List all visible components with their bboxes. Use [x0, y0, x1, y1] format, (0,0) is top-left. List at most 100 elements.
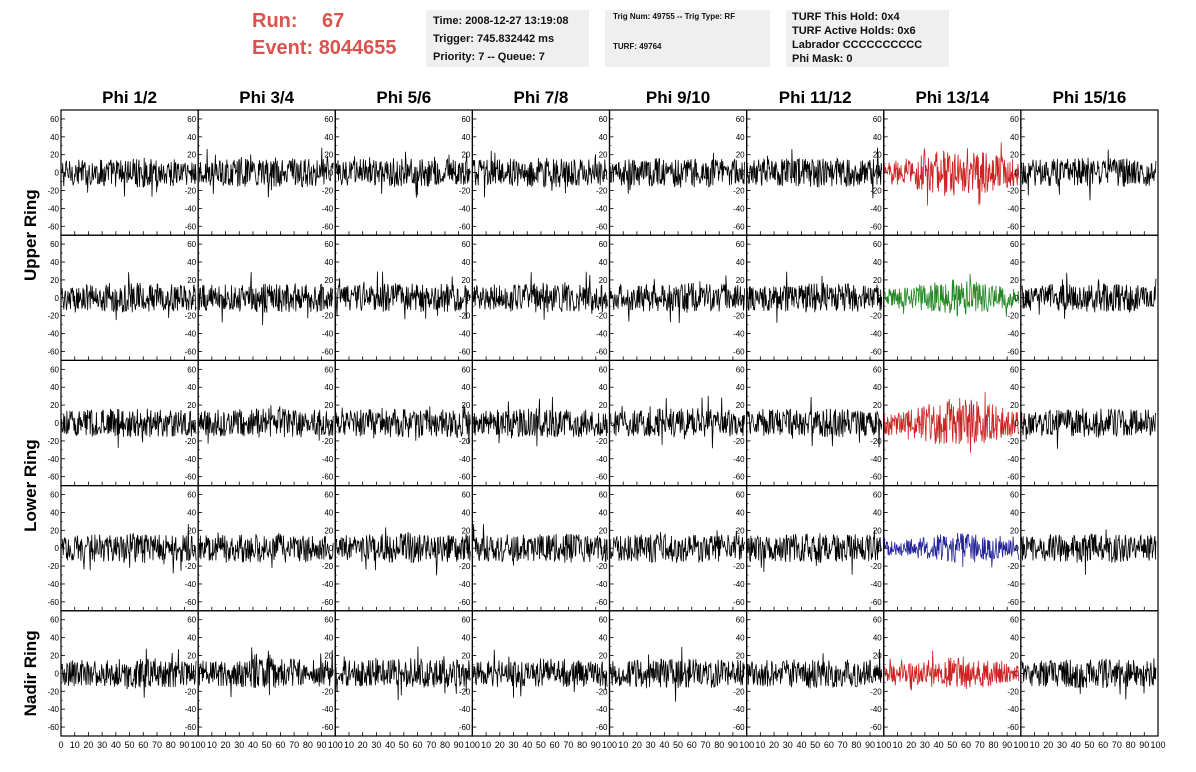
x-tick-label: 70: [1112, 740, 1122, 750]
y-tick-label: -20: [870, 312, 882, 321]
y-tick-label: 0: [877, 169, 882, 178]
y-tick-label: -20: [1007, 186, 1019, 195]
y-tick-label: -60: [870, 222, 882, 231]
priority-text: Priority: 7 -- Queue: 7: [433, 51, 545, 63]
x-tick-label: 40: [796, 740, 806, 750]
y-tick-label: -20: [322, 186, 334, 195]
y-tick-label: 20: [1010, 151, 1019, 160]
y-tick-label: 40: [187, 508, 196, 517]
x-tick-label: 10: [481, 740, 491, 750]
x-tick-label: 20: [358, 740, 368, 750]
y-tick-label: 60: [1010, 616, 1019, 625]
y-tick-label: 20: [50, 401, 59, 410]
y-tick-label: -40: [185, 705, 197, 714]
y-tick-label: -40: [322, 330, 334, 339]
y-tick-label: 60: [187, 365, 196, 374]
y-tick-label: -20: [185, 437, 197, 446]
y-tick-label: -40: [1007, 705, 1019, 714]
x-tick-label: 20: [83, 740, 93, 750]
y-tick-label: -20: [1007, 312, 1019, 321]
x-tick-label: 20: [495, 740, 505, 750]
x-tick-label: 70: [975, 740, 985, 750]
waveform-trace: [61, 272, 197, 321]
x-tick-label: 90: [454, 740, 464, 750]
waveform-panel: -60 -40 -20 0 20 40 60: [322, 610, 473, 737]
y-tick-label: -40: [459, 204, 471, 213]
y-tick-label: 60: [736, 616, 745, 625]
y-tick-label: 40: [324, 258, 333, 267]
y-tick-label: -60: [459, 347, 471, 356]
x-tick-label: 50: [947, 740, 957, 750]
y-tick-label: -20: [459, 312, 471, 321]
y-tick-label: 0: [877, 294, 882, 303]
y-tick-label: 60: [50, 240, 59, 249]
y-tick-label: -20: [1007, 437, 1019, 446]
y-tick-label: 0: [603, 669, 608, 678]
x-tick-label: 100: [1013, 740, 1028, 750]
waveform-panel: -60 -40 -20 0 20 40 60: [459, 234, 611, 361]
x-tick-label: 60: [413, 740, 423, 750]
y-tick-label: 20: [873, 151, 882, 160]
labrador-text: Labrador CCCCCCCCCC: [792, 39, 923, 51]
y-tick-label: 0: [192, 169, 197, 178]
y-tick-label: 40: [187, 133, 196, 142]
waveform-trace: [609, 530, 745, 564]
y-tick-label: 0: [55, 544, 60, 553]
y-tick-label: -20: [596, 437, 608, 446]
y-tick-label: 20: [873, 276, 882, 285]
y-tick-label: -60: [322, 723, 334, 732]
y-tick-label: 20: [324, 276, 333, 285]
y-tick-label: 40: [324, 383, 333, 392]
y-tick-label: -60: [459, 598, 471, 607]
y-tick-label: 0: [1014, 669, 1019, 678]
x-tick-label: 30: [646, 740, 656, 750]
x-tick-label: 10: [618, 740, 628, 750]
x-tick-label: 20: [221, 740, 231, 750]
y-tick-label: -20: [47, 186, 59, 195]
y-tick-label: 0: [603, 419, 608, 428]
waveform-trace: [609, 275, 745, 324]
trig-num-text: Trig Num: 49755 -- Trig Type: RF: [613, 12, 736, 21]
column-title: Phi 9/10: [646, 88, 710, 107]
turf-this-hold-text: TURF This Hold: 0x4: [792, 11, 900, 23]
y-tick-label: 20: [50, 276, 59, 285]
y-tick-label: -60: [47, 473, 59, 482]
time-info-box: Time: 2008-12-27 13:19:08 Trigger: 745.8…: [426, 10, 589, 67]
x-tick-label: 40: [522, 740, 532, 750]
y-tick-label: 0: [740, 294, 745, 303]
y-tick-label: 0: [740, 419, 745, 428]
y-tick-label: 60: [50, 115, 59, 124]
waveform-panel: -60 -40 -20 0 20 40 60: [870, 109, 1022, 236]
y-tick-label: 0: [740, 169, 745, 178]
y-tick-label: 20: [324, 526, 333, 535]
y-tick-label: 60: [324, 491, 333, 500]
waveform-panel: -60 -40 -20 0 20 40 60: [596, 234, 748, 361]
y-tick-label: 60: [1010, 115, 1019, 124]
column-title: Phi 7/8: [514, 88, 569, 107]
y-tick-label: -40: [870, 705, 882, 714]
y-tick-label: -40: [596, 455, 608, 464]
x-tick-label: 30: [371, 740, 381, 750]
column-title: Phi 1/2: [102, 88, 157, 107]
x-tick-label: 10: [70, 740, 80, 750]
y-tick-label: -20: [47, 437, 59, 446]
y-tick-label: 40: [1010, 383, 1019, 392]
y-tick-label: 20: [50, 526, 59, 535]
y-tick-label: 0: [329, 294, 334, 303]
x-tick-label: 30: [1057, 740, 1067, 750]
y-tick-label: 0: [466, 669, 471, 678]
y-tick-label: 20: [461, 652, 470, 661]
x-tick-label: 90: [317, 740, 327, 750]
waveform-trace: [472, 396, 608, 447]
y-tick-label: 0: [192, 544, 197, 553]
waveform-panel: -60 -40 -20 0 20 40 60: [1007, 109, 1159, 236]
waveform-trace: [198, 647, 334, 698]
y-tick-label: 40: [461, 133, 470, 142]
y-tick-label: 0: [1014, 294, 1019, 303]
run-value: 67: [322, 10, 345, 32]
y-tick-label: -60: [870, 723, 882, 732]
y-tick-label: -40: [185, 330, 197, 339]
y-tick-label: 20: [187, 652, 196, 661]
y-tick-label: 60: [873, 115, 882, 124]
y-tick-label: 60: [736, 240, 745, 249]
